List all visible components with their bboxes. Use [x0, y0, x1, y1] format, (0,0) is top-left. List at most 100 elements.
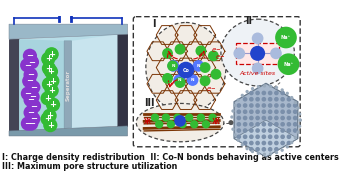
Circle shape — [274, 109, 279, 114]
Circle shape — [236, 109, 241, 114]
Ellipse shape — [221, 19, 294, 86]
Text: N: N — [191, 78, 194, 82]
Text: +: + — [47, 67, 54, 76]
Text: +: + — [44, 94, 51, 103]
Circle shape — [228, 120, 233, 125]
Text: +: + — [44, 114, 51, 123]
Text: +: + — [47, 121, 54, 130]
Circle shape — [255, 116, 260, 120]
Circle shape — [261, 91, 266, 95]
Circle shape — [268, 141, 273, 145]
Circle shape — [202, 120, 210, 129]
Circle shape — [21, 87, 35, 101]
Circle shape — [230, 122, 233, 125]
Circle shape — [178, 120, 187, 129]
Circle shape — [43, 118, 58, 132]
Circle shape — [197, 113, 205, 122]
Circle shape — [249, 134, 254, 139]
Circle shape — [249, 91, 254, 95]
Circle shape — [293, 128, 298, 133]
Circle shape — [20, 58, 34, 72]
Text: −: − — [24, 61, 31, 70]
Circle shape — [274, 134, 279, 139]
Circle shape — [293, 122, 298, 127]
Circle shape — [236, 128, 241, 133]
Polygon shape — [19, 34, 118, 131]
Circle shape — [281, 88, 284, 92]
Circle shape — [274, 116, 279, 120]
Polygon shape — [9, 126, 127, 136]
Circle shape — [24, 68, 38, 82]
Circle shape — [209, 113, 217, 122]
Circle shape — [286, 145, 289, 149]
Circle shape — [249, 103, 254, 108]
Circle shape — [26, 112, 41, 126]
Circle shape — [274, 141, 279, 145]
Circle shape — [268, 109, 273, 114]
Circle shape — [274, 147, 279, 152]
Text: N: N — [197, 64, 200, 68]
Circle shape — [251, 87, 254, 90]
Polygon shape — [9, 24, 127, 39]
Circle shape — [243, 97, 248, 101]
Text: Active sites: Active sites — [240, 71, 276, 76]
Circle shape — [261, 134, 266, 139]
Circle shape — [199, 62, 210, 73]
Text: −: − — [219, 53, 224, 59]
Circle shape — [293, 116, 298, 120]
Text: −: − — [210, 85, 215, 90]
Circle shape — [167, 60, 178, 71]
Circle shape — [42, 109, 57, 123]
Circle shape — [287, 128, 291, 133]
Text: −: − — [24, 119, 31, 128]
Circle shape — [231, 128, 235, 131]
Circle shape — [243, 134, 248, 139]
Circle shape — [41, 52, 55, 66]
Circle shape — [251, 150, 254, 153]
Circle shape — [263, 153, 266, 156]
Circle shape — [293, 103, 298, 108]
Ellipse shape — [136, 103, 224, 142]
Circle shape — [208, 50, 219, 61]
Circle shape — [255, 91, 260, 95]
Circle shape — [243, 141, 248, 145]
Ellipse shape — [146, 22, 226, 113]
Circle shape — [261, 141, 266, 145]
Circle shape — [261, 128, 266, 133]
Circle shape — [177, 62, 194, 78]
Circle shape — [255, 141, 260, 145]
Circle shape — [290, 96, 293, 99]
Circle shape — [275, 86, 278, 89]
Text: −: − — [30, 102, 38, 111]
Circle shape — [190, 120, 198, 129]
Circle shape — [268, 134, 273, 139]
Circle shape — [231, 109, 235, 113]
Text: III: III — [144, 98, 155, 108]
Circle shape — [280, 116, 285, 120]
Circle shape — [299, 119, 302, 122]
Circle shape — [293, 109, 298, 114]
Circle shape — [278, 53, 299, 75]
Circle shape — [268, 147, 273, 152]
Circle shape — [46, 98, 60, 112]
Circle shape — [269, 84, 272, 88]
Circle shape — [261, 122, 266, 127]
Circle shape — [274, 103, 279, 108]
Circle shape — [243, 103, 248, 108]
Text: +: + — [46, 111, 53, 120]
Circle shape — [233, 133, 237, 137]
Circle shape — [294, 136, 297, 139]
Circle shape — [287, 141, 291, 145]
Circle shape — [236, 122, 241, 127]
Circle shape — [185, 113, 193, 122]
Circle shape — [195, 45, 206, 56]
Text: −: − — [26, 77, 33, 85]
Text: −: − — [29, 58, 35, 67]
Circle shape — [255, 128, 260, 133]
Circle shape — [241, 143, 244, 146]
Circle shape — [280, 141, 285, 145]
Text: −: − — [27, 108, 34, 117]
Circle shape — [298, 112, 301, 116]
Text: Seperator: Seperator — [66, 70, 70, 101]
Text: Na⁺: Na⁺ — [283, 62, 294, 67]
